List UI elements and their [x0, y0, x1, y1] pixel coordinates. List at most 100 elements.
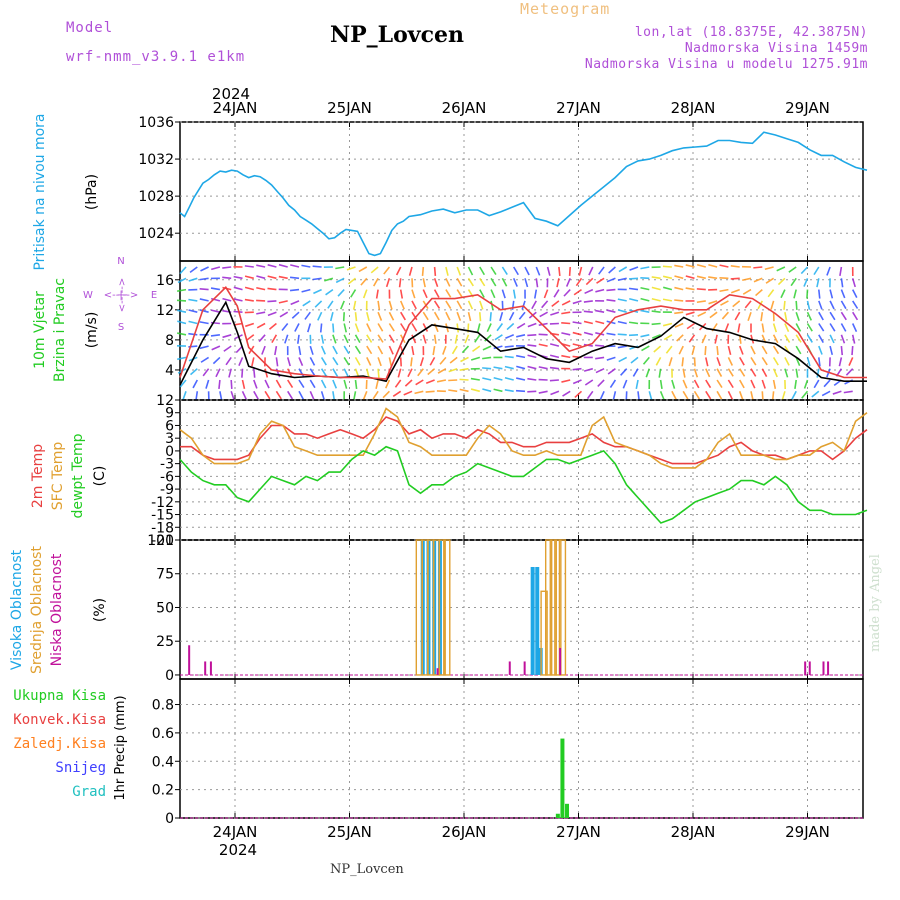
wind-arrow: [222, 334, 232, 339]
wind-arrow: [586, 390, 594, 400]
wind-arrow: [840, 289, 846, 299]
wind-arrow: [275, 379, 282, 389]
wind-arrow: [264, 368, 269, 378]
wind-arrow: [385, 278, 391, 288]
wind-arrow: [399, 300, 405, 310]
high-cloud-label: Visoka Oblacnost: [9, 549, 25, 670]
cloud-frame: [179, 539, 864, 680]
wind-arrow: [425, 379, 435, 384]
wind-arrow: [671, 390, 677, 400]
cloud-mid-bar: [443, 539, 451, 676]
wind-arrow: [753, 266, 763, 269]
wind-arrow: [771, 391, 775, 401]
wind-arrow: [225, 356, 232, 366]
wind-arrow: [701, 334, 707, 344]
wind-arrow: [202, 368, 210, 377]
wind-arrow: [772, 356, 779, 366]
wind-arrow: [618, 266, 628, 273]
wind-arrow: [377, 300, 381, 310]
wind-arrow: [309, 390, 315, 400]
wind-arrow: [583, 331, 594, 336]
temperature-dewpt-line: [179, 445, 868, 524]
pressure-panel: 1024 1028 1032 1036: [138, 115, 868, 262]
xtick-bottom-label: 29JAN: [785, 823, 830, 841]
wind-arrow: [354, 323, 360, 333]
wind-arrow: [527, 377, 537, 381]
wind-arrow: [427, 368, 436, 376]
wind-arrow: [190, 368, 198, 376]
wind-arrow: [562, 390, 571, 397]
pressure-frame: [179, 121, 864, 262]
wind-speed-line: [179, 300, 867, 386]
wind-arrow: [417, 368, 424, 377]
wind-arrow: [708, 276, 718, 280]
cloud-low-bar: [523, 661, 526, 675]
wind-arrow: [764, 266, 774, 271]
wind-arrow: [583, 300, 593, 303]
wind-arrow: [793, 289, 797, 299]
wind-arrow: [320, 345, 326, 355]
compass-n: N: [117, 256, 124, 267]
wind-arrow: [816, 368, 820, 378]
wind-arrow: [501, 289, 506, 299]
wind-arrow: [200, 266, 209, 272]
cloud-mid-bar: [438, 539, 446, 676]
cloud-low-bar: [508, 661, 511, 675]
ytick-label: 100: [147, 533, 174, 549]
wind-arrow: [399, 345, 405, 355]
wind-arrow: [436, 379, 447, 383]
wind-arrow: [538, 343, 548, 347]
wind-arrow: [287, 379, 294, 389]
cloud-high-bar: [535, 566, 540, 675]
wind-arrow: [354, 345, 362, 355]
wind-arrow: [432, 345, 436, 356]
wind-arrow: [829, 311, 836, 321]
wind-arrow: [244, 286, 254, 291]
wind-arrow: [719, 264, 729, 268]
wind-arrow: [795, 323, 802, 332]
wind-arrow: [572, 331, 582, 336]
wind-arrow: [358, 266, 368, 273]
wind-arrow: [682, 368, 686, 378]
wind-arrow: [219, 391, 223, 401]
wind-arrow: [244, 275, 254, 280]
wind-arrow: [456, 277, 463, 287]
wind-arrow: [189, 266, 198, 273]
pressure-label: Pritisak na nivou mora: [32, 113, 48, 270]
wind-arrow: [506, 322, 515, 331]
wind-arrow: [476, 323, 481, 333]
wind-arrow: [851, 278, 856, 288]
wind-arrow: [411, 300, 417, 310]
wind-arrow: [617, 309, 627, 313]
cloud-low-bar: [804, 661, 807, 675]
wind-arrow: [599, 390, 605, 400]
wind-arrow: [693, 368, 699, 378]
wind-arrow: [549, 343, 560, 347]
xtick-top-label: 27JAN: [556, 99, 601, 117]
wind-arrow: [433, 289, 440, 298]
cloud-mid-bar: [540, 590, 548, 676]
compass-vertical: <--|-->: [117, 278, 128, 313]
wind-arrow: [738, 391, 744, 401]
wind-arrow: [421, 266, 425, 277]
wind-arrows: [176, 263, 859, 401]
wind-arrow: [320, 356, 327, 366]
wind-arrow: [788, 266, 797, 273]
wind-arrow: [384, 379, 391, 389]
wind-arrow: [479, 266, 486, 276]
wind-arrow: [757, 300, 764, 310]
wind-arrow: [504, 389, 514, 393]
wind-arrow: [388, 311, 395, 321]
wind-arrow: [343, 334, 349, 344]
wind-arrow: [578, 266, 583, 276]
wind-arrow: [320, 368, 328, 377]
wind-arrow: [304, 311, 311, 320]
wind-arrow: [744, 300, 752, 309]
wind-arrow: [651, 310, 661, 313]
wind-arrow: [339, 300, 345, 310]
wind-arrow: [456, 289, 463, 298]
wind-arrow: [750, 356, 757, 366]
wind-arrow: [267, 264, 277, 268]
year-top: 2024: [212, 85, 250, 103]
